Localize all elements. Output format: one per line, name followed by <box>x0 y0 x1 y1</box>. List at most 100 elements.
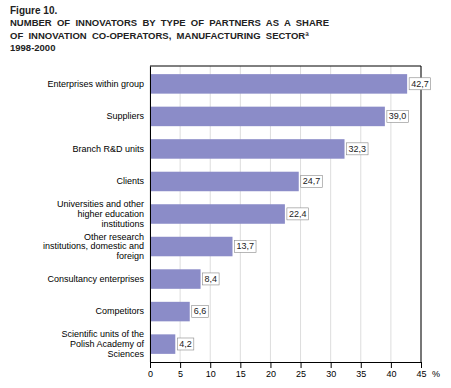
y-tick-label: Competitors <box>95 306 144 316</box>
x-tick-label: 35 <box>356 369 366 379</box>
grid-line <box>421 66 422 362</box>
bars <box>150 74 407 354</box>
data-label-group: 4,2 <box>177 338 194 350</box>
y-tick-label: Scientific units of thePolish Academy of… <box>61 329 144 359</box>
data-label: 8,4 <box>205 274 218 284</box>
bar <box>150 74 407 94</box>
y-tick-label-line: institutions, domestic and <box>43 241 144 251</box>
title-line: NUMBER OF INNOVATORS BY TYPE OF PARTNERS… <box>10 17 329 28</box>
data-label-group: 24,7 <box>301 175 323 187</box>
x-tick: 20 <box>266 362 276 379</box>
y-tick-label-line: Sciences <box>107 349 144 359</box>
plot: 051015202530354045Enterprises within gro… <box>43 66 440 379</box>
y-tick: Enterprises within group <box>47 79 144 89</box>
data-label: 4,2 <box>179 339 192 349</box>
x-tick-label: 25 <box>296 369 306 379</box>
y-tick-label: Suppliers <box>106 111 144 121</box>
x-tick: 45 <box>416 362 426 379</box>
x-axis: 051015202530354045 <box>148 362 427 379</box>
x-tick-mark <box>331 362 332 368</box>
data-label-box <box>203 273 220 285</box>
data-label-group: 39,0 <box>387 110 409 122</box>
x-tick: 25 <box>296 362 306 379</box>
x-tick-mark <box>210 362 211 368</box>
x-tick-mark <box>391 362 392 368</box>
x-tick-mark <box>421 362 422 368</box>
x-tick-label: 20 <box>266 369 276 379</box>
y-tick-label: Consultancy enterprises <box>47 274 144 284</box>
y-tick-label: Branch R&D units <box>72 144 144 154</box>
x-tick-label: 5 <box>178 369 183 379</box>
y-tick-label-line: Polish Academy of <box>70 339 145 349</box>
y-tick: Universities and otherhigher educationin… <box>57 199 145 229</box>
x-tick-mark <box>270 362 271 368</box>
x-tick: 40 <box>386 362 396 379</box>
y-tick: Other researchinstitutions, domestic and… <box>43 232 144 262</box>
y-tick: Branch R&D units <box>72 144 144 154</box>
y-tick-label-line: institutions <box>101 219 144 229</box>
chart-svg: Figure 10.NUMBER OF INNOVATORS BY TYPE O… <box>0 0 451 388</box>
x-tick-label: 15 <box>236 369 246 379</box>
title-line: 1998-2000 <box>10 42 55 53</box>
data-label: 39,0 <box>389 111 407 121</box>
x-tick-label: 30 <box>326 369 336 379</box>
bar <box>150 269 201 289</box>
grid-line <box>150 66 151 362</box>
data-label-group: 13,7 <box>235 240 257 252</box>
y-tick-label-line: Scientific units of the <box>61 329 144 339</box>
data-label: 6,6 <box>194 306 207 316</box>
y-tick-label: Other researchinstitutions, domestic and… <box>43 232 144 262</box>
bar <box>150 237 233 257</box>
y-tick-label-line: foreign <box>116 251 144 261</box>
y-axis: Enterprises within group Suppliers Branch … <box>43 67 151 363</box>
data-label-group: 6,6 <box>192 305 209 317</box>
y-tick: Competitors <box>95 306 144 316</box>
data-label-box <box>287 208 309 220</box>
y-tick-label-line: Universities and other <box>57 199 144 209</box>
chart-container: Figure 10.NUMBER OF INNOVATORS BY TYPE O… <box>0 0 451 388</box>
x-tick-mark <box>180 362 181 368</box>
bar <box>150 334 175 354</box>
x-tick: 30 <box>326 362 336 379</box>
y-tick-label-line: Suppliers <box>106 111 144 121</box>
bar <box>150 204 285 224</box>
data-label-group: 8,4 <box>203 273 220 285</box>
data-labels: 42,739,032,324,722,413,78,46,64,2 <box>177 78 430 350</box>
y-tick-label-line: Consultancy enterprises <box>47 274 144 284</box>
y-tick-label-line: higher education <box>77 209 144 219</box>
data-label-box <box>409 78 431 90</box>
frame-right <box>421 66 422 362</box>
data-label-group: 42,7 <box>409 78 431 90</box>
data-label: 13,7 <box>237 241 255 251</box>
x-axis-line <box>151 363 422 369</box>
data-label-box <box>347 143 369 155</box>
data-label-box <box>235 240 257 252</box>
title-line: Figure 10. <box>10 5 57 16</box>
y-tick-label: Universities and otherhigher educationin… <box>57 199 145 229</box>
x-tick-mark <box>240 362 241 368</box>
x-tick-label: 40 <box>386 369 396 379</box>
y-tick-label-line: Clients <box>116 176 144 186</box>
x-tick-label: 45 <box>416 369 426 379</box>
frame-top <box>150 66 421 67</box>
title-line: OF INNOVATION CO-OPERATORS, MANUFACTURIN… <box>10 30 309 41</box>
title: Figure 10.NUMBER OF INNOVATORS BY TYPE O… <box>10 5 329 53</box>
x-tick: 5 <box>178 362 183 379</box>
data-label-box <box>301 175 323 187</box>
data-label-group: 32,3 <box>347 143 369 155</box>
data-label-box <box>177 338 194 350</box>
x-tick-mark <box>150 362 151 368</box>
data-label: 42,7 <box>411 79 429 89</box>
y-tick: Scientific units of thePolish Academy of… <box>61 329 144 359</box>
y-tick-label-line: Other research <box>84 232 144 242</box>
x-tick: 15 <box>236 362 246 379</box>
bar <box>150 302 190 322</box>
data-label-box <box>192 305 209 317</box>
x-tick: 35 <box>356 362 366 379</box>
y-tick-label-line: Branch R&D units <box>72 144 144 154</box>
x-tick-label: 0 <box>148 369 153 379</box>
bar <box>150 172 299 192</box>
data-label: 32,3 <box>349 144 367 154</box>
x-tick-mark <box>301 362 302 368</box>
data-label: 24,7 <box>303 176 321 186</box>
